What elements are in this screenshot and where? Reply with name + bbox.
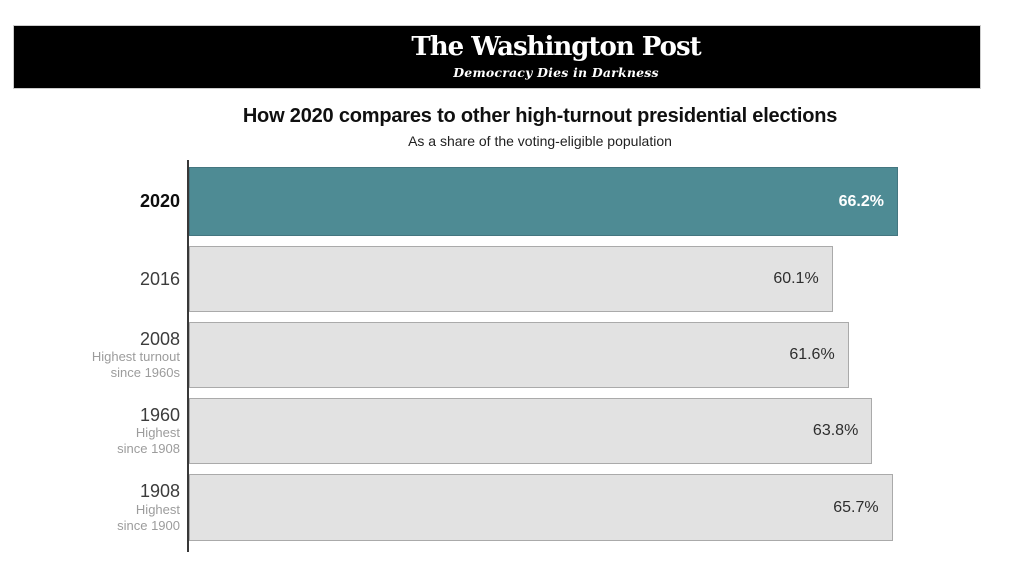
row-year-label: 2020 xyxy=(139,191,180,212)
masthead-tagline: Democracy Dies in Darkness xyxy=(453,65,659,81)
row-label: 2008 Highest turnout since 1960s xyxy=(0,329,180,381)
row-label: 1960 Highest since 1908 xyxy=(0,405,180,457)
chart-subtitle: As a share of the voting-eligible popula… xyxy=(408,133,672,149)
row-sublabel: Highest turnout xyxy=(91,349,180,365)
chart-row-1908: 1908 Highest since 1900 65.7% xyxy=(0,474,1024,541)
chart-row-2008: 2008 Highest turnout since 1960s 61.6% xyxy=(0,322,1024,388)
row-sublabel: Highest xyxy=(135,425,180,441)
chart-title: How 2020 compares to other high-turnout … xyxy=(242,105,838,127)
title-block: How 2020 compares to other high-turnout … xyxy=(56,104,1024,149)
bar-value-label: 61.6% xyxy=(789,346,835,363)
row-year-label: 1960 xyxy=(139,404,180,425)
bar-chart: 2020 66.2% 2016 60.1% xyxy=(0,160,1024,560)
row-label: 2020 xyxy=(0,191,180,212)
bar-1908: 65.7% xyxy=(189,474,893,541)
row-year-label: 1908 xyxy=(139,481,180,502)
chart-rows: 2020 66.2% 2016 60.1% xyxy=(0,167,1024,551)
washington-post-logo: The Washington Post xyxy=(411,31,701,62)
masthead-content: The Washington Post Democracy Dies in Da… xyxy=(73,26,1024,88)
chart-row-1960: 1960 Highest since 1908 63.8% xyxy=(0,398,1024,464)
bar-value-label: 66.2% xyxy=(838,192,884,210)
bar-value-label: 65.7% xyxy=(833,498,879,516)
bar-value-label: 60.1% xyxy=(773,270,819,287)
bar-track: 61.6% xyxy=(189,322,898,388)
bar-2008: 61.6% xyxy=(189,322,849,388)
bar-track: 65.7% xyxy=(189,474,898,541)
bar-2020: 66.2% xyxy=(189,167,898,236)
row-label: 2016 xyxy=(0,269,180,290)
chart-row-2016: 2016 60.1% xyxy=(0,246,1024,312)
row-year-label: 2008 xyxy=(139,328,180,349)
row-sublabel: since 1900 xyxy=(117,517,180,533)
bar-2016: 60.1% xyxy=(189,246,833,312)
row-sublabel: Highest xyxy=(135,501,180,517)
masthead-banner: The Washington Post Democracy Dies in Da… xyxy=(13,25,981,89)
row-label: 1908 Highest since 1900 xyxy=(0,481,180,533)
chart-row-2020: 2020 66.2% xyxy=(0,167,1024,236)
bar-track: 60.1% xyxy=(189,246,898,312)
y-axis-line xyxy=(187,160,189,552)
row-sublabel: since 1908 xyxy=(117,441,180,457)
bar-1960: 63.8% xyxy=(189,398,873,464)
bar-track: 66.2% xyxy=(189,167,898,236)
bar-track: 63.8% xyxy=(189,398,898,464)
row-year-label: 2016 xyxy=(139,268,180,289)
bar-value-label: 63.8% xyxy=(812,422,859,439)
row-sublabel: since 1960s xyxy=(110,365,180,381)
